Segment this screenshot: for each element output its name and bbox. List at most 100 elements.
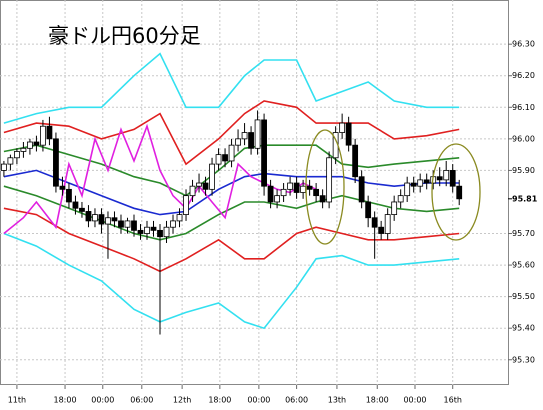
candle-body <box>66 188 72 203</box>
highlight-ellipse <box>431 143 481 241</box>
candle-body <box>248 132 254 149</box>
candle-body <box>449 170 456 187</box>
indicator-line <box>3 207 460 273</box>
plot-frame <box>0 0 509 385</box>
candle-body <box>40 125 46 146</box>
candle-body <box>339 122 346 133</box>
candle-body <box>150 226 157 231</box>
y-tick-label: 96.00 <box>512 134 535 143</box>
y-tick-label: 96.30 <box>512 40 535 49</box>
y-tick-label: 95.60 <box>512 261 535 270</box>
candle-body <box>131 220 137 231</box>
candle-body <box>189 185 196 197</box>
y-tick-label: 96.10 <box>512 103 535 112</box>
candle-body <box>436 176 443 181</box>
indicator-line <box>3 100 460 166</box>
y-tick-label: 95.30 <box>512 355 535 364</box>
axes: 95.30 95.40 95.50 95.60 95.70 95.90 96.00 96.10… <box>8 40 538 405</box>
candle-body <box>228 144 235 162</box>
candle-body <box>391 201 398 215</box>
candle-body <box>410 182 417 187</box>
candle-body <box>306 185 313 190</box>
candle-body <box>319 195 326 203</box>
candle-body <box>313 188 320 197</box>
candle-body <box>27 141 33 149</box>
x-tick-label: 00:00 <box>247 396 270 405</box>
x-tick-label: 16th <box>444 396 462 405</box>
candle-body <box>274 195 280 203</box>
candle-body <box>137 229 144 234</box>
x-tick-label: 13th <box>328 396 346 405</box>
candle-body <box>111 217 118 222</box>
candle-body <box>443 170 450 181</box>
candle-body <box>267 185 274 203</box>
candle-body <box>287 182 293 190</box>
x-tick-label: 00:00 <box>91 396 114 405</box>
candle-body <box>92 214 98 222</box>
indicator-line <box>3 169 460 216</box>
candle-body <box>157 229 163 238</box>
candle-body <box>124 220 131 228</box>
candle-body <box>235 138 241 146</box>
x-tick-label: 11th <box>8 396 26 405</box>
candle-body <box>241 132 248 140</box>
candle-body <box>118 220 124 228</box>
candle-body <box>280 188 287 197</box>
candle-body <box>378 226 385 234</box>
x-tick-label: 12th <box>173 396 191 405</box>
candle-body <box>196 182 202 187</box>
chart-title: 豪ドル円60分足 <box>48 24 201 48</box>
y-tick-label: 96.20 <box>512 71 535 80</box>
highlight-ellipse <box>305 129 345 245</box>
candle-body <box>79 207 85 212</box>
x-tick-label: 06:00 <box>285 396 308 405</box>
candle-body <box>14 151 20 159</box>
candle-body <box>222 154 228 162</box>
candle-body <box>365 201 372 219</box>
candle-body <box>183 195 189 215</box>
indicator-line <box>3 52 460 124</box>
candle-body <box>300 185 307 193</box>
candle-body <box>163 226 170 238</box>
candle-body <box>98 214 105 225</box>
candle-body <box>215 154 222 165</box>
candle-body <box>371 217 378 228</box>
candles <box>1 110 463 335</box>
candle-body <box>20 147 27 152</box>
candle-body <box>293 182 300 193</box>
y-tick-label: 95.70 <box>512 229 535 238</box>
candle-body <box>59 185 66 190</box>
candle-body <box>254 119 261 149</box>
candle-body <box>1 163 7 171</box>
candle-body <box>456 185 463 200</box>
x-tick-label: 18:00 <box>208 396 231 405</box>
candle-body <box>46 125 53 140</box>
grid <box>0 0 508 385</box>
y-tick-label: 95.50 <box>512 292 535 301</box>
candle-body <box>326 157 333 203</box>
x-tick-label: 18:00 <box>54 396 77 405</box>
candle-body <box>85 211 92 222</box>
candle-body <box>345 122 352 146</box>
last-price-label: 95.81 <box>512 194 538 203</box>
candle-body <box>358 176 365 203</box>
candle-body <box>384 214 391 234</box>
indicator-line <box>3 232 460 330</box>
candle-body <box>72 201 79 209</box>
lines <box>3 52 460 330</box>
y-tick-label: 95.40 <box>512 324 535 333</box>
y-tick-label: 95.90 <box>512 166 535 175</box>
candle-body <box>105 217 111 225</box>
candle-body <box>144 226 150 234</box>
candle-body <box>404 182 411 197</box>
candle-body <box>423 179 430 184</box>
x-tick-label: 06:00 <box>130 396 153 405</box>
candle-body <box>176 214 183 222</box>
x-tick-label: 18:00 <box>366 396 389 405</box>
candle-body <box>170 220 176 228</box>
candle-body <box>7 157 14 165</box>
candle-body <box>202 182 209 190</box>
candle-body <box>261 119 267 187</box>
candle-body <box>33 141 40 146</box>
